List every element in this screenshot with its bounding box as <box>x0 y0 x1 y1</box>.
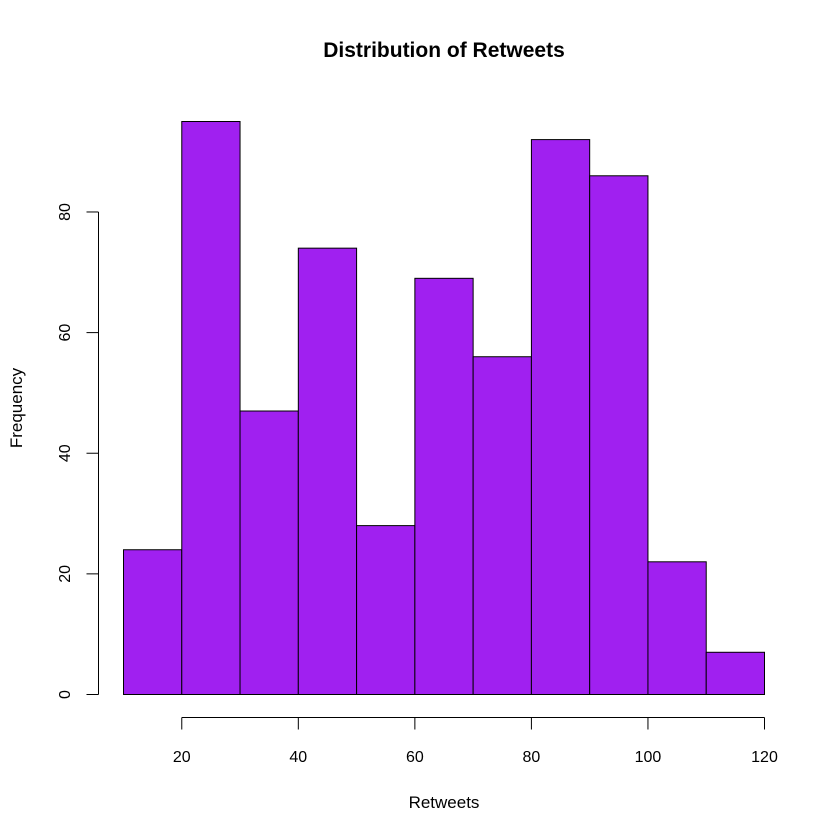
x-axis-label: Retweets <box>409 793 480 812</box>
chart-title: Distribution of Retweets <box>323 39 565 62</box>
histogram-bar-20-30 <box>181 121 241 695</box>
x-tick-label: 80 <box>523 749 541 766</box>
x-tick-label: 120 <box>751 749 778 766</box>
x-tick-label: 100 <box>635 749 662 766</box>
y-axis: 0 20 40 60 80 <box>57 203 99 699</box>
y-axis-label: Frequency <box>7 367 26 448</box>
x-tick-label: 20 <box>173 749 191 766</box>
y-tick-label: 80 <box>57 203 74 221</box>
histogram-bar-60-70 <box>414 277 474 695</box>
x-tick-label: 40 <box>289 749 307 766</box>
histogram-bar-10-20 <box>123 549 183 696</box>
histogram-bar-30-40 <box>239 410 299 695</box>
bars-group <box>123 121 766 696</box>
y-tick-label: 40 <box>57 444 74 462</box>
y-tick-label: 20 <box>57 565 74 583</box>
x-tick-label: 60 <box>406 749 424 766</box>
x-axis: 20 40 60 80 100 120 <box>173 717 778 766</box>
histogram-bar-50-60 <box>356 525 416 695</box>
histogram-bar-80-90 <box>530 139 591 696</box>
y-tick-label: 0 <box>57 690 74 699</box>
histogram-bar-40-50 <box>297 247 358 696</box>
histogram-bar-100-110 <box>647 561 707 695</box>
histogram-bar-70-80 <box>472 356 532 695</box>
y-tick-label: 60 <box>57 324 74 342</box>
histogram-bar-90-100 <box>589 175 649 695</box>
histogram-bar-110-120 <box>705 651 766 695</box>
